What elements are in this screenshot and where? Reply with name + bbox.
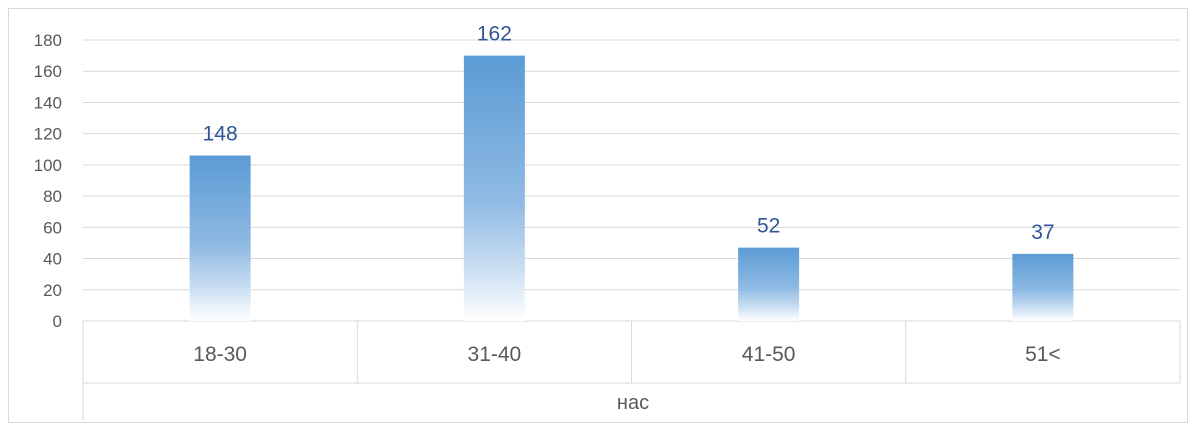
gridlines — [83, 39, 1180, 322]
y-tick-label: 80 — [43, 187, 62, 206]
data-label: 148 — [203, 123, 238, 146]
y-tick-label: 140 — [34, 93, 62, 112]
y-tick-label: 120 — [34, 125, 62, 144]
y-tick-label: 160 — [34, 62, 62, 81]
chart-frame — [8, 8, 1188, 423]
bar — [1012, 253, 1074, 321]
data-label: 37 — [1031, 221, 1054, 244]
category-label: 51< — [1025, 343, 1061, 366]
bars — [189, 55, 1074, 321]
y-axis-ticks: 0 20 40 60 80 100 120 140 160 180 — [34, 31, 62, 331]
y-tick-label: 20 — [43, 281, 62, 300]
data-label: 52 — [757, 215, 780, 238]
category-label: 41-50 — [742, 343, 796, 366]
y-tick-label: 0 — [53, 312, 62, 331]
data-labels: 148 162 52 37 — [203, 23, 1055, 244]
y-tick-label: 40 — [43, 250, 62, 269]
y-tick-label: 60 — [43, 218, 62, 237]
category-table — [82, 321, 1181, 421]
data-label: 162 — [477, 23, 512, 46]
x-axis-title: нас — [617, 392, 649, 414]
bar — [738, 247, 800, 321]
bar — [189, 155, 251, 321]
y-tick-label: 100 — [34, 156, 62, 175]
bar — [463, 55, 525, 321]
category-label: 18-30 — [193, 343, 247, 366]
y-tick-label: 180 — [34, 31, 62, 50]
category-labels: 18-30 31-40 41-50 51< — [193, 343, 1060, 366]
category-label: 31-40 — [468, 343, 522, 366]
